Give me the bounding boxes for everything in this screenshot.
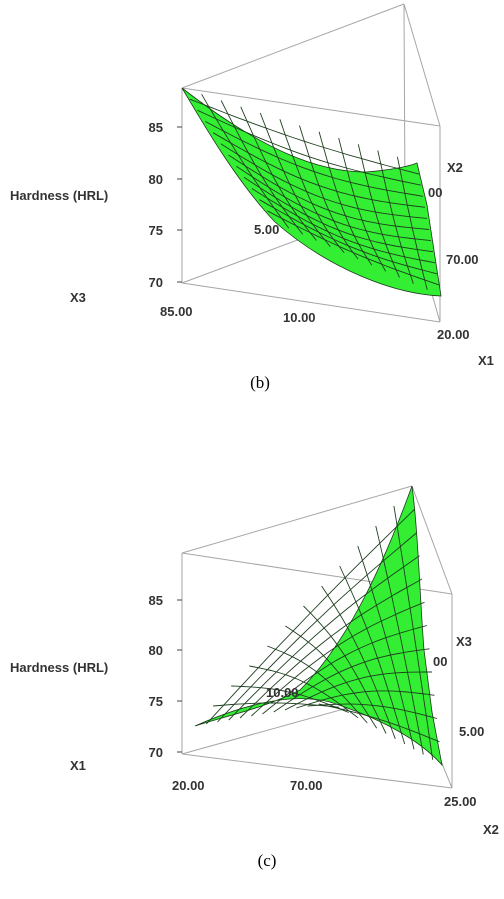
panel-c-mesh (205, 505, 440, 760)
panel-b-corner-x2: X2 (447, 160, 463, 175)
panel-b-frame (181, 3, 441, 323)
panel-c-ztick-80: 80 (149, 643, 163, 658)
panel-c-zlabel: Hardness (HRL) (10, 660, 108, 675)
panel-b-caption: (b) (250, 373, 270, 392)
mesh-c-line-u11 (318, 703, 440, 743)
panel-b-ztick-70: 70 (149, 275, 163, 290)
mesh-c-line-v11 (393, 505, 434, 760)
panel-c-label-x2-mid: 70.00 (290, 778, 323, 793)
panel-b-ztick-80: 80 (149, 172, 163, 187)
mesh-c-line-v10 (375, 525, 424, 755)
panel-c-label-00: 00 (433, 654, 447, 669)
panel-b-zlabel: Hardness (HRL) (10, 188, 108, 203)
panel-c-corner-x3: X3 (456, 634, 472, 649)
mesh-b-line-v11 (267, 210, 440, 286)
panel-c-label-5: 5.00 (459, 724, 484, 739)
panel-c-surface (194, 485, 443, 767)
panel-c-ztick-85: 85 (149, 593, 163, 608)
panel-b-ztick-85: 85 (149, 120, 163, 135)
panel-b-corner-x3: X3 (70, 290, 86, 305)
panel-b-label-70: 70.00 (446, 252, 479, 267)
panel-b-ztick-75: 75 (149, 223, 163, 238)
panel-b-label-5: 5.00 (254, 222, 279, 237)
panel-c-ztick-75: 75 (149, 694, 163, 709)
panel-c-label-x2-right: 25.00 (444, 794, 477, 809)
mesh-b-line-v10 (259, 199, 438, 275)
panel-b-label-x1-right: 20.00 (437, 327, 470, 342)
panel-b-surface (181, 87, 442, 297)
panel-c-corner-x1: X1 (70, 758, 86, 773)
panel-c-corner-x2: X2 (483, 822, 499, 837)
panel-c-label-x1-left: 20.00 (172, 778, 205, 793)
mesh-b-line-u11 (396, 156, 428, 290)
panel-c-z-ticks: 85 80 75 70 (149, 593, 182, 760)
panel-b-mesh (189, 93, 440, 290)
panel-b-z-ticks: 85 80 75 70 (149, 120, 182, 290)
panel-c-ztick-70: 70 (149, 745, 163, 760)
panel-c-caption: (c) (258, 851, 277, 870)
panel-b-label-x1-mid: 10.00 (283, 310, 316, 325)
panel-b-label-00: 00 (428, 185, 442, 200)
panel-b-corner-x1: X1 (478, 353, 494, 368)
panel-b: 85 80 75 70 Hardness (HRL) 85.00 10.00 2… (10, 3, 494, 392)
panel-b-label-x3-left: 85.00 (160, 304, 193, 319)
panel-c-label-10: 10.00 (266, 685, 299, 700)
panel-c: 85 80 75 70 Hardness (HRL) 20.00 70.00 2… (10, 485, 499, 870)
